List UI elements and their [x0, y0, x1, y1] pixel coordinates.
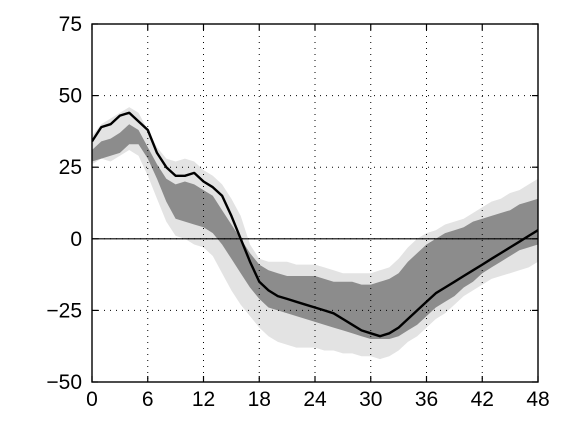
x-tick-label: 24 [303, 388, 327, 411]
y-tick-label: −50 [46, 371, 82, 394]
x-tick-label: 42 [471, 388, 494, 411]
plot-layer [92, 24, 538, 382]
x-tick-label: 36 [415, 388, 438, 411]
x-tick-label: 6 [142, 388, 154, 411]
y-tick-label: 75 [59, 13, 82, 36]
y-tick-label: −25 [46, 299, 82, 322]
band-1 [92, 124, 538, 339]
x-tick-label: 48 [526, 388, 549, 411]
y-tick-label: 25 [59, 156, 82, 179]
y-tick-label: 50 [59, 85, 82, 108]
x-tick-label: 18 [248, 388, 271, 411]
x-tick-label: 30 [359, 388, 382, 411]
series-line [92, 111, 538, 338]
x-tick-label: 0 [86, 388, 98, 411]
x-tick-label: 12 [192, 388, 215, 411]
y-tick-label: 0 [70, 228, 82, 251]
